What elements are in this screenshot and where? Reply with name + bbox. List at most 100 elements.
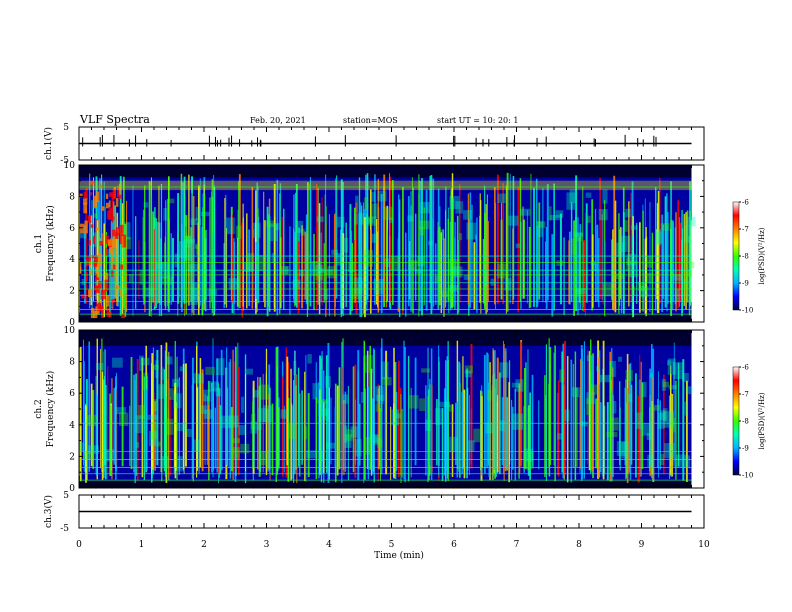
hiss-patch bbox=[484, 271, 488, 287]
hiss-patch bbox=[150, 421, 158, 440]
hiss-patch bbox=[628, 260, 638, 278]
colorbar-label: log(PSD)(V²/Hz) bbox=[758, 392, 766, 449]
hiss-patch bbox=[253, 390, 260, 398]
hiss-patch bbox=[147, 414, 158, 420]
hiss-patch bbox=[179, 366, 187, 372]
date-label: Feb. 20, 2021 bbox=[250, 116, 306, 125]
hiss-patch bbox=[221, 415, 231, 429]
x-tick-label: 5 bbox=[389, 540, 395, 550]
hiss-patch bbox=[299, 269, 305, 277]
y-tick-label: -5 bbox=[60, 524, 69, 534]
y-axis-channel-label: ch.1 bbox=[34, 234, 44, 253]
y-tick-label: 2 bbox=[69, 452, 75, 462]
y-tick-label: 0 bbox=[69, 318, 75, 328]
hiss-patch bbox=[557, 433, 563, 440]
hiss-patch bbox=[207, 381, 219, 392]
hiss-patch bbox=[490, 278, 495, 286]
burst-patch bbox=[80, 223, 85, 234]
burst-patch bbox=[95, 273, 98, 280]
hiss-patch bbox=[497, 193, 506, 203]
hiss-patch bbox=[428, 240, 433, 246]
burst-patch bbox=[120, 264, 124, 270]
hiss-patch bbox=[177, 423, 188, 432]
burst-patch bbox=[96, 191, 100, 202]
y-tick-label: 4 bbox=[69, 255, 75, 265]
hiss-patch bbox=[468, 440, 475, 452]
hiss-patch bbox=[641, 382, 647, 398]
burst-patch bbox=[85, 188, 88, 200]
y-tick-label: 10 bbox=[64, 161, 76, 171]
hiss-patch bbox=[122, 236, 132, 250]
x-tick-label: 2 bbox=[201, 540, 207, 550]
hiss-patch bbox=[515, 243, 521, 248]
hiss-patch bbox=[226, 217, 235, 235]
burst-patch bbox=[101, 206, 105, 211]
x-tick-label: 3 bbox=[264, 540, 270, 550]
hiss-patch bbox=[660, 410, 667, 421]
hiss-patch bbox=[626, 253, 637, 266]
hiss-patch bbox=[537, 221, 543, 238]
hiss-patch bbox=[646, 432, 653, 440]
ch3-voltage-panel: 5 -5 ch.3(V) bbox=[43, 491, 705, 534]
burst-patch bbox=[112, 229, 116, 237]
hiss-patch bbox=[610, 361, 616, 377]
hiss-patch bbox=[586, 398, 591, 415]
hiss-patch bbox=[292, 279, 301, 289]
hiss-patch bbox=[585, 192, 592, 198]
hiss-patch bbox=[663, 408, 668, 422]
hiss-patch bbox=[449, 195, 460, 209]
burst-patch bbox=[118, 194, 122, 199]
hiss-patch bbox=[140, 357, 150, 366]
hiss-patch bbox=[390, 255, 401, 271]
hiss-patch bbox=[323, 288, 329, 300]
hiss-patch bbox=[576, 232, 583, 242]
hiss-patch bbox=[148, 431, 158, 447]
colorbar-tick-label: -8 bbox=[742, 253, 749, 261]
hiss-patch bbox=[363, 197, 369, 210]
hiss-patch bbox=[353, 277, 363, 295]
burst-patch bbox=[107, 239, 112, 246]
hiss-patch bbox=[463, 210, 472, 220]
hiss-patch bbox=[637, 282, 647, 292]
hiss-patch bbox=[322, 408, 330, 421]
burst-patch bbox=[105, 202, 110, 209]
hiss-patch bbox=[347, 262, 355, 273]
colorbar-tick-label: -10 bbox=[742, 472, 753, 480]
start-time-label: start UT = 10: 20: 1 bbox=[437, 116, 518, 125]
hiss-patch bbox=[250, 413, 256, 430]
burst-patch bbox=[90, 307, 95, 319]
hiss-patch bbox=[318, 451, 322, 464]
hiss-patch bbox=[609, 417, 619, 431]
hiss-patch bbox=[414, 268, 422, 274]
hiss-patch bbox=[512, 413, 524, 430]
hiss-patch bbox=[151, 364, 159, 370]
burst-patch bbox=[115, 198, 119, 207]
hiss-patch bbox=[373, 435, 380, 445]
hiss-patch bbox=[466, 222, 477, 240]
ch1-spectrogram-panel: 0 2 4 6 8 10 ch.1 Frequency (kHz) bbox=[34, 161, 705, 328]
hiss-patch bbox=[625, 208, 631, 218]
hiss-patch bbox=[612, 273, 624, 280]
y-tick-label: 5 bbox=[63, 123, 69, 133]
hiss-patch bbox=[497, 263, 508, 279]
hiss-patch bbox=[184, 235, 190, 241]
hiss-patch bbox=[204, 409, 213, 419]
burst-patch bbox=[108, 207, 112, 220]
burst-patch bbox=[83, 198, 88, 205]
hiss-patch bbox=[342, 394, 349, 404]
hiss-patch bbox=[112, 357, 123, 368]
burst-patch bbox=[121, 234, 127, 248]
hiss-patch bbox=[135, 442, 140, 448]
hiss-patch bbox=[173, 393, 182, 409]
hiss-patch bbox=[618, 356, 623, 362]
hiss-patch bbox=[499, 420, 505, 432]
hiss-patch bbox=[407, 215, 414, 222]
burst-patch bbox=[97, 253, 103, 266]
hiss-patch bbox=[195, 245, 199, 255]
hiss-patch bbox=[190, 218, 202, 226]
y-tick-label: 0 bbox=[69, 484, 75, 494]
burst-patch bbox=[112, 188, 116, 200]
hiss-patch bbox=[263, 405, 273, 423]
hiss-patch bbox=[602, 189, 608, 204]
x-tick-label: 10 bbox=[698, 540, 710, 550]
